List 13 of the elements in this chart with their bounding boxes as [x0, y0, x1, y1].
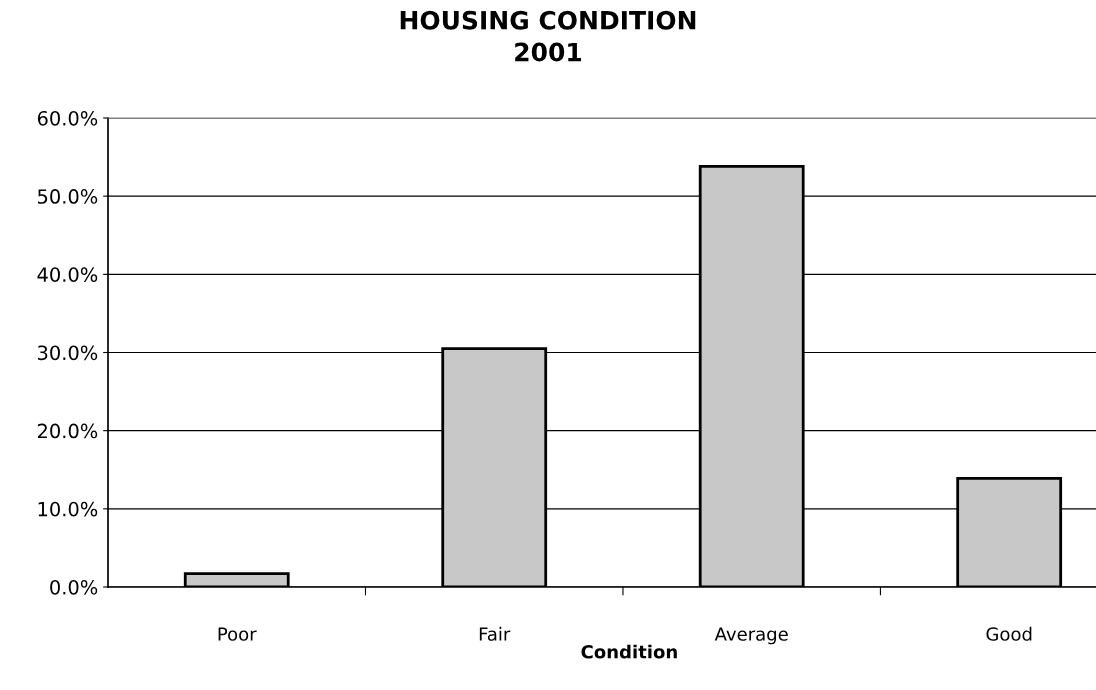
y-tick-label: 20.0% — [37, 423, 98, 439]
y-tick-label: 10.0% — [38, 501, 98, 517]
x-axis-title: Condition — [581, 644, 677, 659]
x-tick-label: Average — [714, 627, 788, 645]
y-tick-label: 40.0% — [37, 267, 98, 282]
chart-title: HOUSING CONDITION 2001 — [400, 10, 696, 62]
y-tick-label: 0.0% — [50, 579, 98, 595]
y-tick-label: 50.0% — [38, 189, 98, 204]
x-tick-label: Fair — [479, 626, 511, 641]
y-tick-label: 60.0% — [37, 110, 98, 126]
y-tick-label: 30.0% — [37, 345, 98, 361]
x-tick-label: Poor — [218, 627, 257, 641]
x-tick-label: Good — [986, 626, 1032, 641]
